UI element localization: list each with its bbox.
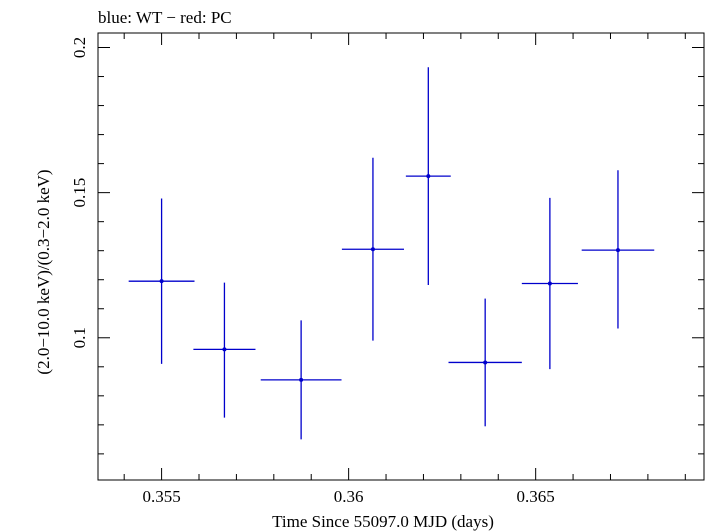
data-series (128, 67, 655, 440)
x-tick-label: 0.36 (334, 487, 364, 506)
data-point (405, 67, 451, 285)
y-axis-label: (2.0−10.0 keV)/(0.3−2.0 keV) (34, 169, 53, 374)
x-tick-label: 0.355 (142, 487, 180, 506)
data-point (260, 320, 342, 440)
plot-frame (97, 32, 705, 481)
y-tick-label: 0.2 (70, 37, 89, 58)
data-marker (615, 248, 620, 253)
y-axis-ticks: 0.1 0.15 0.2 (70, 37, 704, 455)
data-point (128, 198, 195, 364)
x-axis-label: Time Since 55097.0 MJD (days) (272, 512, 494, 531)
data-point (341, 157, 404, 341)
data-marker (159, 279, 164, 284)
data-marker (547, 281, 552, 286)
data-marker (299, 377, 304, 382)
y-tick-label: 0.1 (70, 327, 89, 348)
data-marker (426, 174, 431, 179)
data-point (193, 282, 256, 418)
y-tick-label: 0.15 (70, 178, 89, 208)
x-axis-ticks: 0.355 0.36 0.365 (123, 33, 686, 506)
data-marker (222, 347, 227, 352)
data-point (448, 298, 522, 427)
chart-title: blue: WT − red: PC (98, 8, 232, 27)
x-tick-label: 0.365 (517, 487, 555, 506)
data-marker (483, 360, 488, 365)
data-point (581, 170, 655, 329)
data-marker (370, 247, 375, 252)
data-point (521, 197, 578, 370)
